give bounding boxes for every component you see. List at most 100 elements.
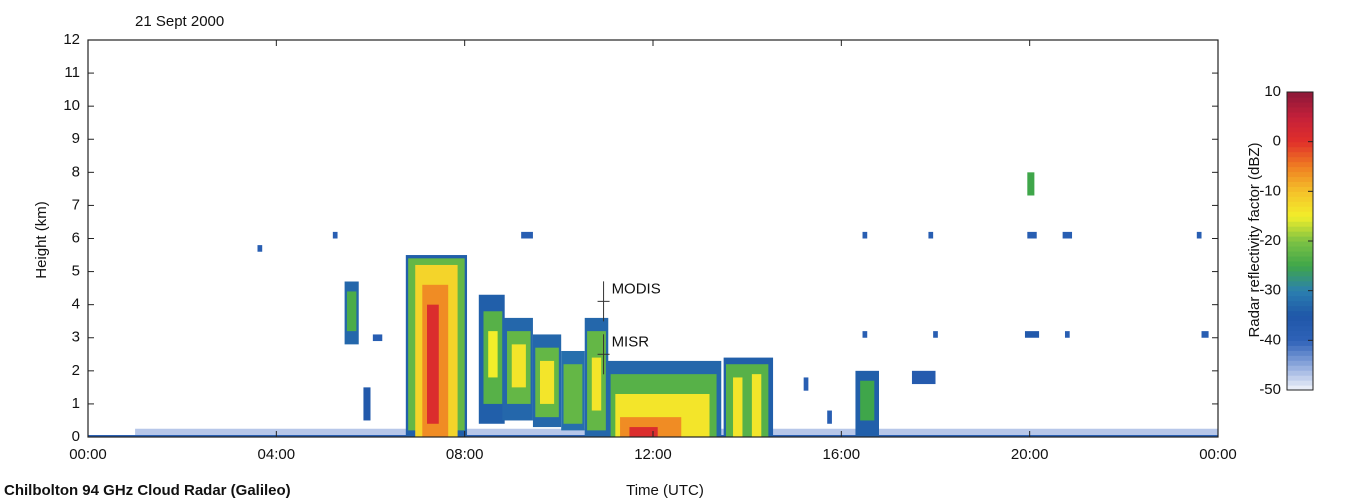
colorbar-segment [1287,106,1313,113]
y-tick-label: 7 [72,196,80,213]
colorbar-segment [1287,191,1313,197]
colorbar-segment [1287,345,1313,351]
colorbar-segment [1287,360,1313,366]
colorbar-segment [1287,310,1313,317]
radar-cell [803,377,809,391]
colorbar-segment [1287,126,1313,133]
colorbar-tick-label: -40 [1259,331,1281,348]
chart-title: 21 Sept 2000 [135,13,224,30]
colorbar-segment [1287,176,1313,182]
colorbar-segment [1287,166,1313,173]
colorbar-segment [1287,250,1313,257]
radar-cell [332,231,338,239]
y-tick-label: 5 [72,263,80,280]
colorbar-segment [1287,380,1313,386]
colorbar-segment [1287,131,1313,138]
y-tick-label: 0 [72,428,80,445]
radar-cell [862,331,868,338]
colorbar-segment [1287,161,1313,168]
y-tick-label: 3 [72,329,80,346]
y-tick-label: 2 [72,362,80,379]
radar-cell [733,377,743,437]
colorbar-segment [1287,350,1313,356]
y-tick-label: 12 [63,31,80,48]
colorbar-segment [1287,186,1313,192]
y-tick-label: 6 [72,229,80,246]
x-axis-label: Time (UTC) [626,482,704,499]
colorbar-segment [1287,116,1313,123]
x-tick-label: 00:00 [69,446,107,463]
colorbar-segment [1287,92,1313,98]
radar-cell [427,304,439,424]
colorbar-segment [1287,290,1313,297]
y-tick-label: 1 [72,395,80,412]
colorbar-segment [1287,340,1313,346]
colorbar-segment [1287,315,1313,322]
radar-cell [591,357,602,411]
colorbar-segment [1287,211,1313,217]
colorbar-segment [1287,265,1313,272]
x-tick-label: 00:00 [1199,446,1237,463]
colorbar-segment [1287,231,1313,237]
radar-cell [1024,331,1040,338]
radar-cell [1027,231,1037,239]
radar-cell [751,374,762,437]
colorbar-segment [1287,335,1313,341]
x-tick-label: 12:00 [634,446,672,463]
colorbar-segment [1287,221,1313,227]
colorbar-segment [1287,156,1313,163]
colorbar-segment [1287,121,1313,128]
colorbar-segment [1287,365,1313,371]
radar-cell [257,245,263,252]
radar-cell [372,334,383,342]
y-tick-label: 9 [72,130,80,147]
colorbar-segment [1287,320,1313,327]
radar-cell [1201,331,1209,338]
y-tick-label: 10 [63,97,80,114]
colorbar-segment [1287,280,1313,287]
colorbar-segment [1287,141,1313,148]
colorbar-segment [1287,370,1313,376]
radar-cell [363,387,371,421]
colorbar-segment [1287,300,1313,307]
radar-cell [521,231,533,239]
radar-cell [928,231,934,239]
colorbar-segment [1287,96,1313,103]
colorbar-segment [1287,101,1313,108]
colorbar-label: Radar reflectivity factor (dBZ) [1246,142,1263,337]
radar-cell [1196,231,1202,239]
radar-cell [511,344,526,388]
colorbar-segment [1287,305,1313,312]
radar-cell [725,364,769,437]
colorbar-segment [1287,275,1313,282]
colorbar-segment [1287,241,1313,247]
colorbar-segment [1287,260,1313,267]
radar-cell [346,291,357,332]
radar-cell [1062,231,1073,239]
colorbar-segment [1287,330,1313,336]
colorbar-segment [1287,136,1313,143]
radar-cell [563,364,583,424]
colorbar-segment [1287,226,1313,232]
radar-cell [629,427,658,437]
colorbar-segment [1287,111,1313,118]
colorbar-tick-label: 0 [1273,133,1281,150]
y-tick-label: 8 [72,163,80,180]
x-tick-label: 08:00 [446,446,484,463]
radar-cell [540,360,555,404]
radar-cell [488,331,498,378]
colorbar-segment [1287,385,1313,391]
radar-cell [933,331,938,338]
colorbar-segment [1287,146,1313,153]
colorbar-tick-label: -10 [1259,182,1281,199]
radar-cell [860,380,875,421]
colorbar-segment [1287,201,1313,207]
radar-cell [1064,331,1070,338]
colorbar-segment [1287,285,1313,292]
colorbar-tick-label: -50 [1259,381,1281,398]
colorbar-segment [1287,181,1313,187]
radar-cell [1027,172,1035,196]
caption: Chilbolton 94 GHz Cloud Radar (Galileo) [4,482,291,499]
colorbar-segment [1287,151,1313,158]
